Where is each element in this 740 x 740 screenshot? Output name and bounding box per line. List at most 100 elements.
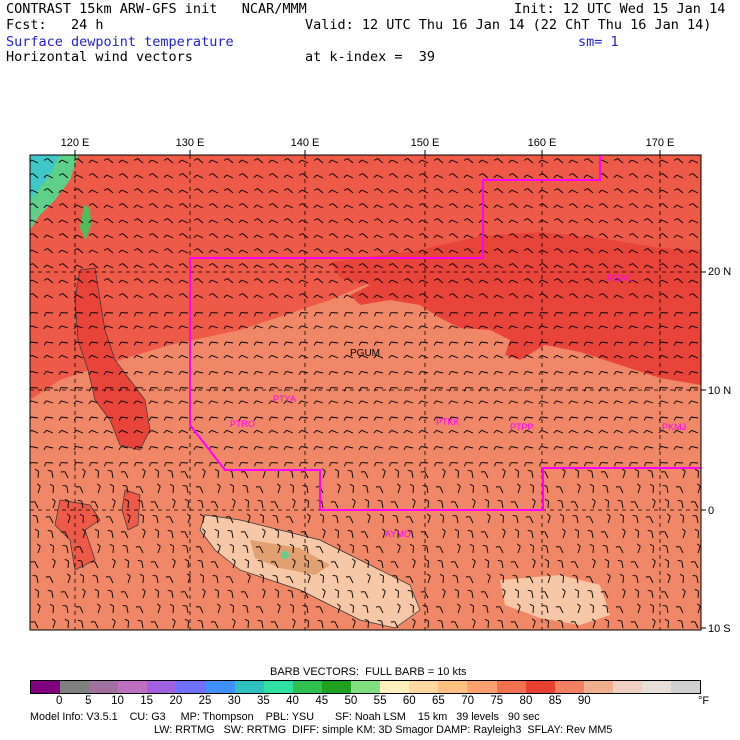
map-frame: [29, 154, 702, 631]
wind-barb-flag: [418, 341, 422, 346]
wind-barb: [121, 159, 129, 164]
wind-barb-flag: [651, 618, 656, 622]
wind-barb: [496, 234, 504, 239]
wind-barb: [92, 173, 99, 179]
wind-barb-flag: [58, 325, 62, 330]
wind-barb: [661, 429, 669, 434]
wind-barb-flag: [673, 462, 677, 467]
wind-barb-flag: [403, 218, 408, 221]
wind-barb: [451, 249, 459, 254]
wind-barb-flag: [484, 498, 489, 502]
wind-barb-flag: [124, 618, 129, 622]
wind-barb-flag: [238, 341, 242, 346]
wind-barb-flag: [223, 158, 228, 161]
wind-barb-flag: [73, 416, 77, 421]
wind-barb: [46, 264, 54, 269]
wind-barb: [481, 279, 489, 284]
wind-barb: [262, 471, 266, 479]
wind-barb-flag: [514, 528, 519, 532]
wind-barb: [227, 278, 234, 284]
wind-barb: [487, 516, 491, 524]
wind-barb-flag: [118, 219, 123, 224]
wind-barb: [616, 174, 624, 179]
wind-barb: [151, 249, 159, 254]
wind-barb-flag: [583, 312, 587, 317]
wind-barb-flag: [598, 341, 602, 346]
wind-barb: [451, 370, 459, 374]
wind-barb-flag: [651, 498, 656, 502]
colorbar-segment: [118, 681, 148, 693]
wind-barb-flag: [201, 468, 206, 472]
wind-barb: [679, 606, 684, 614]
wind-barb: [676, 264, 684, 269]
wind-barb: [152, 263, 159, 269]
wind-barb-flag: [538, 189, 543, 194]
wind-barb: [677, 158, 684, 164]
wind-barb-flag: [58, 203, 63, 206]
wind-barb: [691, 341, 699, 344]
wind-barb-flag: [238, 159, 243, 164]
wind-barb: [107, 158, 114, 164]
wind-barb-flag: [169, 603, 174, 607]
wind-barb: [542, 233, 549, 239]
wind-barb: [291, 531, 294, 539]
wind-barb-flag: [688, 371, 692, 375]
wind-barb-flag: [169, 483, 174, 487]
wind-barb-flag: [463, 204, 468, 209]
wind-barb: [331, 249, 339, 254]
wind-barb-flag: [244, 618, 249, 622]
wind-barb: [604, 531, 609, 539]
wind-barb-flag: [688, 233, 693, 236]
wind-barb-flag: [688, 416, 692, 421]
wind-barb: [136, 445, 144, 449]
wind-barb: [61, 400, 69, 404]
wind-barb: [211, 416, 219, 419]
wind-barb-flag: [673, 429, 677, 434]
wind-barb-flag: [152, 574, 157, 577]
wind-barb-flag: [313, 158, 318, 161]
wind-barb-flag: [238, 293, 243, 296]
wind-barb-flag: [298, 429, 302, 434]
wind-barb: [544, 531, 549, 539]
wind-barb: [697, 486, 701, 494]
wind-barb-flag: [448, 354, 452, 359]
wind-barb: [212, 293, 219, 299]
wind-barb-flag: [34, 468, 39, 472]
wind-barb-flag: [448, 462, 452, 467]
colorbar-segment: [31, 681, 61, 693]
wind-barb-flag: [328, 325, 332, 330]
wind-barb-flag: [568, 429, 572, 434]
colorbar-tick-label: 5: [85, 695, 92, 707]
wind-barb-flag: [587, 469, 592, 472]
wind-barb-flag: [688, 279, 693, 284]
wind-barb: [616, 400, 624, 404]
wind-barb-flag: [313, 312, 317, 317]
wind-barb-flag: [523, 264, 528, 269]
wind-barb-flag: [36, 543, 41, 547]
wind-barb: [321, 501, 324, 509]
wind-barb-flag: [666, 573, 671, 577]
wind-barb-flag: [118, 371, 122, 375]
wind-barb: [366, 606, 369, 614]
wind-barb: [46, 416, 54, 419]
wind-barb: [291, 471, 294, 479]
wind-barb: [79, 546, 84, 554]
wind-barb: [182, 173, 189, 179]
wind-barb-flag: [621, 468, 626, 472]
wind-barb: [607, 576, 611, 584]
wind-barb-flag: [321, 528, 326, 532]
wind-barb: [676, 294, 684, 299]
wind-barb: [617, 158, 624, 164]
wind-barb: [571, 279, 579, 284]
wind-barb-flag: [381, 588, 386, 592]
wind-barb-flag: [673, 312, 677, 317]
wind-barb-flag: [621, 588, 626, 592]
wind-barb-flag: [253, 234, 258, 239]
wind-barb-flag: [163, 325, 167, 330]
wind-barb: [661, 159, 669, 164]
wind-barb: [46, 341, 54, 344]
wind-barb-flag: [88, 354, 92, 359]
wind-barb-flag: [508, 341, 512, 346]
wind-barb: [676, 325, 684, 329]
wind-barb: [677, 218, 684, 224]
